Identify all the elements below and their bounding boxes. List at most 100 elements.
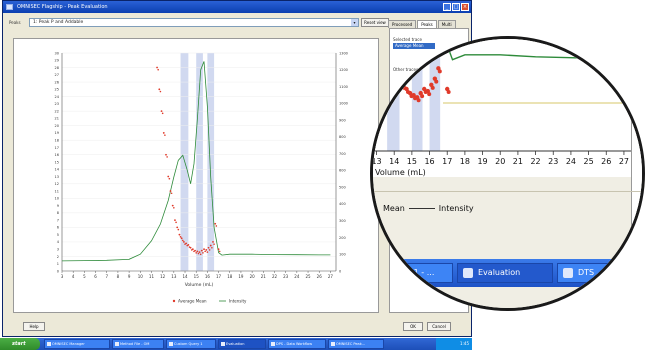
x-tick-label: 18 — [460, 157, 470, 166]
x-tick-label: 15 — [194, 274, 200, 279]
divider — [373, 191, 642, 192]
mean-data-point — [427, 92, 432, 97]
mean-data-point — [430, 85, 435, 90]
x-tick-label: 19 — [477, 157, 487, 166]
window-title: OMNISEC Flagship - Peak Evaluation — [17, 4, 108, 10]
tab-peaks[interactable]: Peaks — [417, 20, 437, 28]
right-tick-label: 1300 — [339, 51, 348, 55]
mean-data-point — [214, 222, 217, 225]
left-tick-label: 5 — [57, 233, 59, 237]
mean-data-point — [185, 242, 188, 245]
x-tick-label: 19 — [238, 274, 244, 279]
mean-data-point — [166, 156, 168, 158]
zoomed-taskbar-item[interactable]: al 1 - ... — [383, 263, 453, 283]
window-icon — [115, 342, 119, 346]
evaluation-icon — [463, 268, 473, 278]
right-tick-label: 1100 — [339, 85, 348, 89]
x-tick-label: 11 — [149, 274, 155, 279]
mean-data-point — [174, 219, 176, 222]
x-axis-label: Volume (mL) — [375, 168, 426, 177]
minimize-button[interactable]: _ — [443, 3, 451, 11]
taskbar-item-label: al 1 - ... — [404, 268, 435, 277]
mean-data-point — [205, 249, 208, 251]
mean-data-point — [161, 112, 164, 115]
mean-data-point — [162, 132, 165, 134]
tab-multi[interactable]: Multi — [437, 20, 456, 28]
legend-mean-label: Mean — [383, 204, 405, 213]
title-bar[interactable]: OMNISEC Flagship - Peak Evaluation _ □ × — [3, 1, 471, 13]
mean-data-point — [209, 244, 212, 247]
taskbar-item[interactable]: Custom Query 1 — [166, 339, 216, 349]
start-button[interactable]: start — [0, 338, 40, 350]
zoomed-taskbar-item[interactable]: DTS — [557, 263, 642, 283]
left-tick-label: 20 — [55, 124, 59, 128]
peaks-select[interactable]: 1: Peak P and Addable ▾ — [29, 18, 359, 27]
reset-view-button[interactable]: Reset view — [361, 18, 389, 27]
mean-data-point — [169, 190, 172, 192]
taskbar-item-label: OMNISEC Peak... — [336, 342, 366, 346]
x-tick-label: 24 — [566, 157, 576, 166]
maximize-button[interactable]: □ — [452, 3, 460, 11]
x-tick-label: 9 — [128, 274, 131, 279]
mean-data-point — [218, 250, 221, 253]
help-button[interactable]: Help — [23, 322, 45, 331]
left-tick-label: 19 — [55, 131, 59, 135]
ok-button[interactable]: OK — [403, 322, 423, 331]
x-tick-label: 23 — [283, 274, 289, 279]
x-tick-label: 12 — [160, 274, 166, 279]
zoomed-taskbar-item[interactable]: Evaluation — [457, 263, 553, 283]
zoomed-chart: 13 14 15 16 17 18 19 20 21 22 23 24 25 26 27 Volume (mL… — [373, 39, 631, 177]
mean-data-point — [434, 79, 439, 84]
mean-data-point — [167, 175, 170, 178]
highlight-region — [429, 39, 441, 151]
right-tick-label: 500 — [339, 185, 346, 189]
system-tray: 1:45 — [436, 338, 472, 350]
legend-intensity-line — [408, 208, 435, 209]
chevron-down-icon[interactable]: ▾ — [351, 19, 358, 26]
taskbar-item[interactable]: OMNISEC Manager — [44, 339, 110, 349]
taskbar-item-label: DTS — [578, 268, 595, 277]
highlight-region — [411, 39, 423, 151]
taskbar-item[interactable]: DPS - Data Workflow — [268, 339, 326, 349]
taskbar-item-label: OMNISEC Manager — [52, 342, 85, 346]
mean-data-point — [206, 251, 209, 253]
peaks-select-value: 1: Peak P and Addable — [33, 20, 84, 25]
x-tick-label: 7 — [105, 274, 108, 279]
left-tick-label: 7 — [57, 218, 59, 222]
x-tick-label: 25 — [305, 274, 311, 279]
mean-data-point — [180, 237, 183, 240]
mean-data-point — [384, 48, 389, 53]
app-icon — [6, 4, 13, 10]
legend-intensity-label: Intensity — [438, 204, 474, 213]
taskbar-item-label: Method File - OM — [120, 342, 150, 346]
zoomed-legend: Mean Intensity — [383, 204, 474, 213]
mean-data-point — [195, 252, 198, 254]
mean-data-point — [183, 241, 185, 243]
cancel-button[interactable]: Cancel — [427, 322, 451, 331]
close-button[interactable]: × — [461, 3, 469, 11]
window-icon — [221, 342, 225, 346]
left-tick-label: 11 — [55, 189, 59, 193]
chromatogram-plot[interactable]: 3 4 5 6 7 8 9 10 11 12 13 14 15 16 17 18 19 20 21 22 23 24 25 2… — [13, 38, 379, 313]
taskbar-item[interactable]: Method File - OM — [112, 339, 164, 349]
window-icon — [169, 342, 173, 346]
zoomed-window: 13 14 15 16 17 18 19 20 21 22 23 24 25 26 27 Volume (mL… — [373, 39, 642, 308]
x-tick-label: 6 — [94, 274, 97, 279]
left-tick-label: 21 — [55, 117, 59, 121]
mean-data-point — [189, 246, 192, 249]
legend-mean-label: Average Mean — [178, 299, 207, 304]
mean-data-point — [187, 243, 190, 246]
taskbar-item-label: Custom Query 1 — [174, 342, 203, 346]
x-tick-label: 23 — [548, 157, 558, 166]
mean-data-point — [159, 90, 162, 93]
zoomed-taskbar: al 1 - ... Evaluation DTS — [373, 259, 642, 287]
x-tick-label: 24 — [294, 274, 300, 279]
tab-processed[interactable]: Processed — [388, 20, 417, 28]
taskbar: start OMNISEC Manager Method File - OM C… — [0, 338, 472, 350]
left-tick-label: 14 — [55, 168, 60, 172]
taskbar-item[interactable]: OMNISEC Peak... — [328, 339, 384, 349]
right-tick-label: 1200 — [339, 68, 348, 72]
taskbar-item[interactable]: Evaluation — [218, 339, 266, 349]
mean-data-point — [388, 59, 393, 63]
window-icon — [563, 268, 573, 278]
